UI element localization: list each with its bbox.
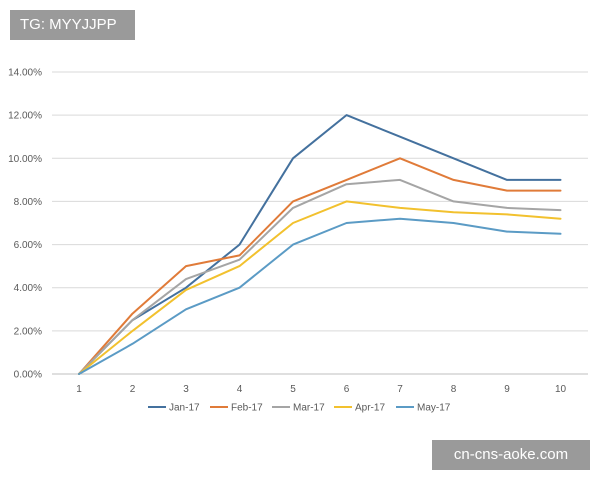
y-tick-label: 0.00% bbox=[14, 370, 42, 381]
watermark-badge-bottom: cn-cns-aoke.com bbox=[432, 440, 590, 470]
x-tick-label: 4 bbox=[237, 384, 243, 395]
series-line-feb-17 bbox=[78, 157, 562, 375]
legend-label: Feb-17 bbox=[231, 403, 263, 414]
legend-item-jan-17: Jan-17 bbox=[148, 403, 200, 414]
watermark-badge-top: TG: MYYJJPP bbox=[10, 10, 135, 40]
legend-label: Apr-17 bbox=[355, 403, 385, 414]
series-line-jan-17 bbox=[78, 114, 562, 375]
legend: Jan-17 Feb-17 Mar-17 Apr-17 May-17 bbox=[148, 403, 451, 414]
x-tick-label: 6 bbox=[344, 384, 350, 395]
y-tick-label: 10.00% bbox=[8, 154, 42, 165]
legend-item-may-17: May-17 bbox=[396, 403, 451, 414]
x-tick-label: 5 bbox=[290, 384, 296, 395]
y-tick-label: 4.00% bbox=[14, 283, 42, 294]
y-tick-label: 12.00% bbox=[8, 111, 42, 122]
x-tick-label: 7 bbox=[397, 384, 403, 395]
legend-label: Jan-17 bbox=[169, 403, 200, 414]
legend-item-mar-17: Mar-17 bbox=[272, 403, 325, 414]
gridlines bbox=[52, 71, 588, 375]
y-tick-label: 14.00% bbox=[8, 68, 42, 79]
y-tick-label: 2.00% bbox=[14, 326, 42, 337]
series-line-mar-17 bbox=[78, 178, 562, 375]
x-tick-label: 3 bbox=[183, 384, 189, 395]
x-axis-ticks: 1 2 3 4 5 6 7 8 9 10 bbox=[76, 384, 566, 395]
y-tick-label: 6.00% bbox=[14, 240, 42, 251]
x-tick-label: 10 bbox=[555, 384, 567, 395]
x-tick-label: 9 bbox=[504, 384, 510, 395]
series-line-apr-17 bbox=[78, 200, 562, 375]
legend-item-apr-17: Apr-17 bbox=[334, 403, 385, 414]
series-lines bbox=[78, 114, 562, 375]
y-tick-label: 8.00% bbox=[14, 197, 42, 208]
legend-label: May-17 bbox=[417, 403, 451, 414]
y-axis-ticks: 0.00% 2.00% 4.00% 6.00% 8.00% 10.00% 12.00% 14.… bbox=[8, 68, 42, 381]
legend-item-feb-17: Feb-17 bbox=[210, 403, 263, 414]
legend-label: Mar-17 bbox=[293, 403, 325, 414]
x-tick-label: 1 bbox=[76, 384, 82, 395]
series-line-may-17 bbox=[78, 217, 562, 375]
x-tick-label: 8 bbox=[451, 384, 457, 395]
x-tick-label: 2 bbox=[130, 384, 136, 395]
